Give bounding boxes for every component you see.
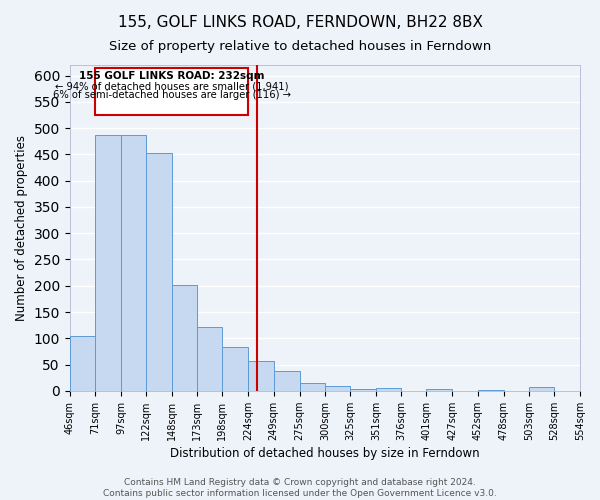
Y-axis label: Number of detached properties: Number of detached properties (15, 135, 28, 321)
Bar (95, 135, 121, 391)
FancyBboxPatch shape (95, 68, 248, 115)
Text: Size of property relative to detached houses in Ferndown: Size of property relative to detached ho… (109, 40, 491, 53)
Bar (426, 390, 452, 391)
Bar (172, 284, 197, 391)
Bar (350, 390, 376, 391)
Bar (70, 336, 95, 391)
Text: 155 GOLF LINKS ROAD: 232sqm: 155 GOLF LINKS ROAD: 232sqm (79, 72, 265, 82)
Bar (121, 135, 146, 391)
Bar (223, 346, 248, 391)
Bar (248, 361, 274, 391)
Text: Contains HM Land Registry data © Crown copyright and database right 2024.
Contai: Contains HM Land Registry data © Crown c… (103, 478, 497, 498)
Bar (376, 388, 401, 391)
X-axis label: Distribution of detached houses by size in Ferndown: Distribution of detached houses by size … (170, 447, 479, 460)
Text: 6% of semi-detached houses are larger (116) →: 6% of semi-detached houses are larger (1… (53, 90, 290, 100)
Text: 155, GOLF LINKS ROAD, FERNDOWN, BH22 8BX: 155, GOLF LINKS ROAD, FERNDOWN, BH22 8BX (118, 15, 482, 30)
Bar (325, 386, 350, 391)
Text: ← 94% of detached houses are smaller (1,941): ← 94% of detached houses are smaller (1,… (55, 82, 289, 92)
Bar (300, 383, 325, 391)
Bar (146, 153, 172, 391)
Bar (274, 372, 300, 391)
Bar (197, 327, 223, 391)
Bar (529, 386, 554, 391)
Bar (580, 390, 600, 391)
Bar (478, 390, 503, 391)
